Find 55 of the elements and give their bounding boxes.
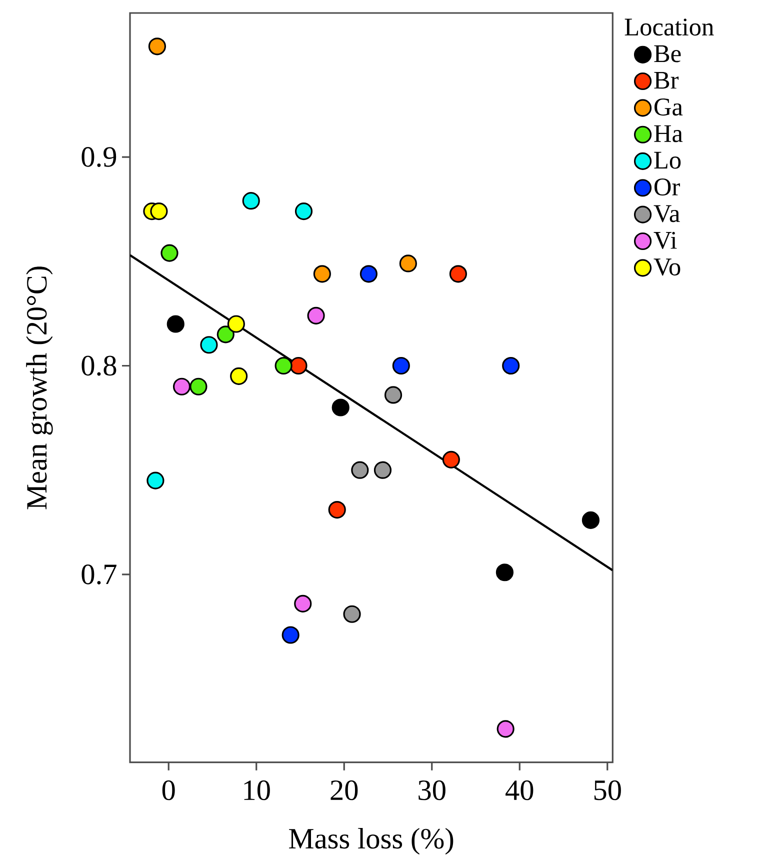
x-axis-title: Mass loss (%)	[289, 828, 454, 855]
point	[392, 356, 410, 375]
point	[307, 306, 325, 324]
point	[399, 254, 417, 272]
point	[351, 461, 369, 479]
point	[360, 265, 378, 283]
point	[328, 500, 346, 519]
point	[227, 315, 245, 333]
point	[146, 472, 164, 490]
point	[216, 326, 234, 344]
point	[290, 356, 308, 375]
y-tick-label: 0.7	[82, 564, 116, 584]
legend-label: Vi	[654, 232, 677, 250]
x-tick-label: 40	[506, 780, 534, 800]
point	[294, 594, 312, 612]
point	[150, 202, 168, 220]
x-tick-label: 10	[244, 780, 270, 800]
point	[332, 398, 350, 416]
point	[496, 720, 514, 738]
legend-label: Va	[654, 205, 680, 222]
point	[449, 265, 468, 283]
point	[172, 378, 191, 396]
point	[313, 265, 331, 283]
point	[502, 356, 520, 375]
y-tick-label: 0.9	[82, 147, 116, 167]
x-tick-label: 0	[162, 780, 175, 800]
point	[384, 386, 402, 404]
legend-label: Ha	[654, 125, 683, 142]
legend-label: Or	[654, 178, 680, 196]
y-tick-label: 0.8	[82, 356, 116, 376]
point	[343, 605, 361, 623]
point	[148, 38, 166, 56]
point	[294, 202, 313, 220]
point	[274, 356, 292, 375]
point	[242, 192, 260, 210]
point	[442, 450, 460, 468]
y-axis-title: Mean growth (20°C)	[26, 266, 53, 510]
point	[230, 367, 248, 385]
point	[160, 244, 178, 262]
point	[190, 378, 208, 396]
point	[166, 315, 184, 333]
x-tick-label: 30	[418, 780, 446, 800]
point	[496, 564, 514, 582]
legend-label: Vo	[654, 258, 680, 276]
legend-label: Lo	[654, 152, 681, 169]
x-tick-label: 20	[330, 780, 358, 800]
legend-label: Br	[654, 72, 679, 89]
point	[282, 626, 300, 644]
point	[582, 511, 600, 530]
x-tick-label: 50	[594, 780, 621, 800]
point	[200, 336, 218, 354]
legend-label: Be	[654, 45, 681, 62]
point	[374, 461, 392, 479]
legend-title: Location	[624, 18, 714, 36]
legend-label: Ga	[654, 98, 683, 116]
